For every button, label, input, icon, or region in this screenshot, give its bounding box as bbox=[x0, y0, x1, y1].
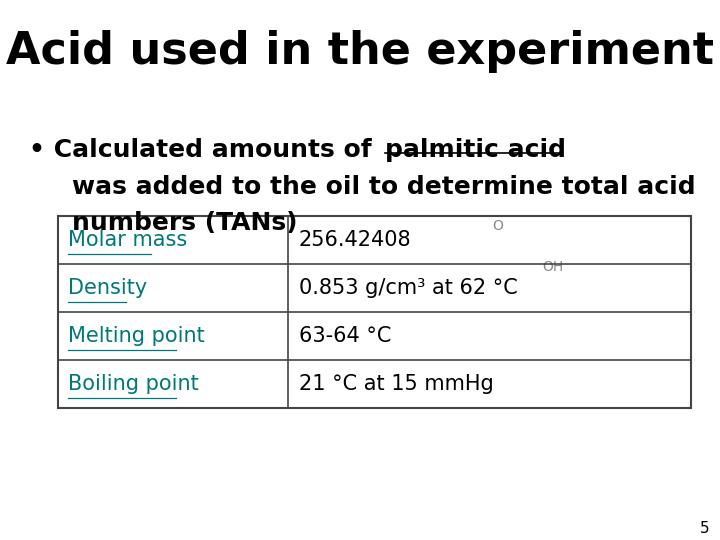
Text: Melting point: Melting point bbox=[68, 326, 205, 346]
Text: 0.853 g/cm³ at 62 °C: 0.853 g/cm³ at 62 °C bbox=[299, 278, 518, 298]
Text: Boiling point: Boiling point bbox=[68, 374, 199, 394]
Text: OH: OH bbox=[542, 260, 564, 274]
Text: Density: Density bbox=[68, 278, 148, 298]
Text: Acid used in the experiment: Acid used in the experiment bbox=[6, 30, 714, 73]
Text: 21 °C at 15 mmHg: 21 °C at 15 mmHg bbox=[299, 374, 493, 394]
Text: O: O bbox=[492, 219, 503, 233]
Text: numbers (TANs): numbers (TANs) bbox=[72, 211, 297, 234]
Text: was added to the oil to determine total acid: was added to the oil to determine total … bbox=[72, 176, 696, 199]
Text: 5: 5 bbox=[700, 521, 709, 536]
Text: 63-64 °C: 63-64 °C bbox=[299, 326, 391, 346]
Text: palmitic acid: palmitic acid bbox=[385, 138, 566, 161]
Text: Molar mass: Molar mass bbox=[68, 230, 188, 250]
Text: • Calculated amounts of: • Calculated amounts of bbox=[29, 138, 380, 161]
Bar bbox=[58, 216, 691, 408]
Text: 256.42408: 256.42408 bbox=[299, 230, 411, 250]
